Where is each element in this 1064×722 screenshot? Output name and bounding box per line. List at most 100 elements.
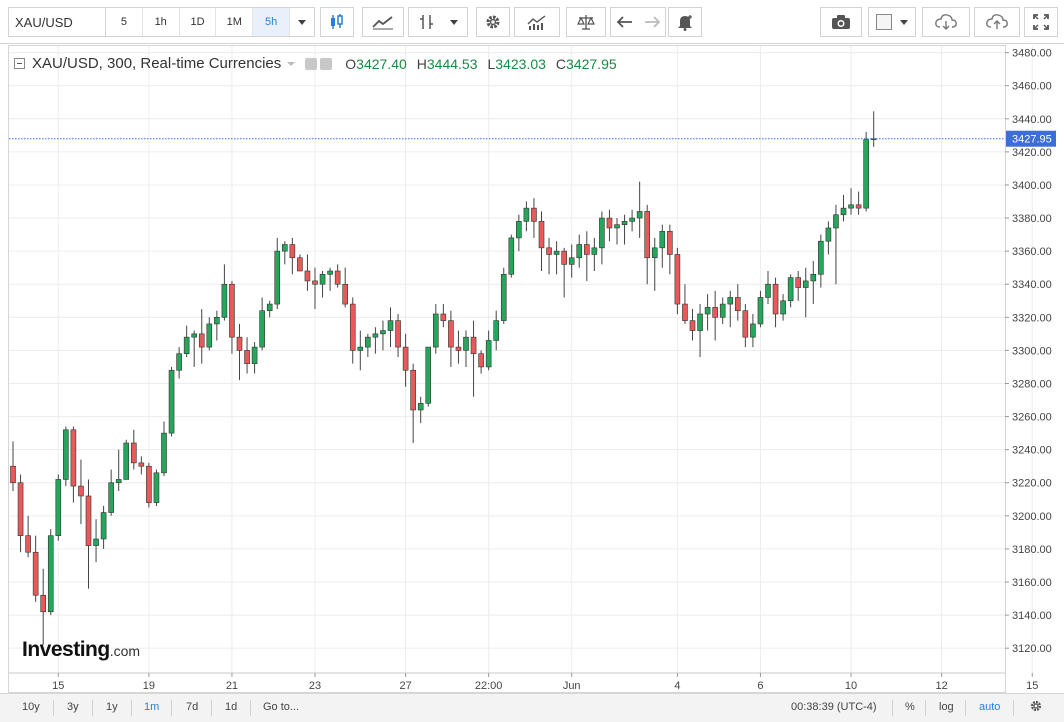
range-1y[interactable]: 1y: [106, 701, 118, 713]
line-chart-icon: [372, 16, 393, 30]
eye-icon[interactable]: [305, 57, 318, 70]
undo-button[interactable]: [616, 15, 633, 29]
candle-body: [667, 230, 673, 255]
timeframe-5[interactable]: 5: [106, 8, 143, 36]
range-7d[interactable]: 7d: [186, 701, 199, 713]
price-tick-label: 3140.00: [1012, 610, 1052, 622]
chevron-down-icon: [450, 19, 458, 25]
candle-body: [629, 217, 635, 222]
redo-button[interactable]: [644, 15, 660, 29]
price-tick-label: 3120.00: [1012, 643, 1052, 655]
candle-body: [63, 429, 69, 480]
redo-icon: [644, 16, 660, 28]
range-10y[interactable]: 10y: [22, 701, 40, 713]
price-tick-label: 3240.00: [1012, 445, 1052, 457]
candle-body: [274, 250, 281, 305]
price-axis[interactable]: 3120.00 3140.00 3160.00 3180.00 3200.00 3220.…: [9, 48, 1056, 656]
settings-button[interactable]: [476, 7, 510, 37]
candle-body: [108, 482, 114, 513]
timeframe-1h[interactable]: 1h: [143, 8, 180, 36]
compare-button[interactable]: [566, 7, 606, 37]
time-tick-label: 22:00: [475, 680, 503, 692]
collapse-legend-icon[interactable]: [14, 58, 25, 69]
candle-body: [319, 274, 326, 285]
chart-type-candles-button[interactable]: [320, 7, 354, 37]
candle-body: [168, 369, 175, 434]
last-price-badge: [1006, 130, 1056, 147]
legend-low: L3423.03: [487, 55, 546, 72]
time-tick-label: 10: [845, 680, 857, 692]
chart-settings-button[interactable]: [1029, 699, 1043, 716]
timeframe-1m[interactable]: 1M: [216, 8, 254, 36]
alert-button[interactable]: [668, 7, 702, 37]
candle-body: [342, 283, 349, 305]
time-tick-label: 19: [143, 680, 155, 692]
price-tick-label: 3380.00: [1012, 213, 1052, 225]
symbol-input[interactable]: XAU/USD: [8, 7, 110, 37]
studies-icon: [527, 15, 546, 30]
candle-body: [410, 369, 416, 411]
candle-body: [546, 247, 552, 255]
goto-date-button[interactable]: Go to...: [263, 701, 300, 713]
divider: [925, 700, 926, 716]
range-1d[interactable]: 1d: [225, 701, 238, 713]
price-tick-label: 3360.00: [1012, 246, 1052, 258]
color-picker-button[interactable]: [868, 7, 916, 37]
candle-body: [47, 535, 54, 613]
timeframe-dropdown-button[interactable]: [290, 8, 314, 36]
price-tick-label: 3420.00: [1012, 147, 1052, 159]
candle-body: [55, 479, 62, 536]
candle-body: [25, 535, 31, 553]
candle-body: [214, 317, 220, 325]
gear-icon: [1030, 700, 1042, 712]
bottom-bar: 10y 3y 1y 1m 7d 1d Go to... 00:38:39 (UT…: [0, 693, 1064, 722]
timeframe-1d[interactable]: 1D: [180, 8, 217, 36]
range-3y[interactable]: 3y: [67, 701, 79, 713]
candle-body: [704, 307, 711, 315]
studies-button[interactable]: [514, 7, 560, 37]
candle-body: [183, 336, 190, 355]
candle-body: [425, 346, 432, 404]
chevron-down-icon[interactable]: [287, 61, 296, 66]
candle-body: [727, 297, 734, 305]
chart-frame: [8, 45, 1006, 693]
legend-title: XAU/USD, 300, Real-time Currencies: [32, 55, 282, 72]
candle-body: [591, 247, 598, 255]
indicators-button[interactable]: [408, 7, 468, 37]
candle-body: [848, 204, 854, 209]
candle-body: [93, 538, 99, 546]
price-tick-label: 3320.00: [1012, 312, 1052, 324]
candle-body: [674, 254, 681, 305]
candle-body: [463, 336, 469, 351]
time-axis: 15 19 21 23 27 22:00 Jun 4 6 10 12 15: [9, 672, 1038, 692]
candle-body: [281, 244, 288, 252]
candle-body: [440, 313, 447, 321]
candle-body: [531, 207, 537, 222]
time-tick-label: 4: [674, 680, 680, 692]
price-chart[interactable]: 15 19 21 23 27 22:00 Jun 4 6 10 12 15 3120.00 3140.0…: [0, 0, 1064, 693]
screenshot-button[interactable]: [820, 7, 862, 37]
fullscreen-button[interactable]: [1024, 7, 1058, 37]
percent-scale-toggle[interactable]: %: [905, 701, 915, 713]
price-tick-label: 3340.00: [1012, 279, 1052, 291]
candle-body: [599, 217, 605, 249]
candle-body: [131, 442, 137, 464]
gear-icon[interactable]: [320, 57, 333, 70]
auto-scale-toggle[interactable]: auto: [979, 701, 1001, 713]
candle-body: [191, 333, 197, 338]
camera-icon: [832, 15, 850, 29]
candle-body: [176, 353, 182, 371]
candle-body: [742, 310, 749, 338]
candle-body: [365, 336, 371, 348]
range-1m[interactable]: 1m: [144, 701, 160, 713]
save-chart-button[interactable]: [974, 7, 1020, 37]
candle-body: [432, 313, 439, 348]
divider: [892, 700, 893, 716]
timeframe-5h[interactable]: 5h: [253, 8, 290, 36]
chart-type-line-button[interactable]: [362, 7, 404, 37]
price-tick-label: 3180.00: [1012, 544, 1052, 556]
legend-close: C3427.95: [555, 55, 617, 72]
load-chart-button[interactable]: [922, 7, 970, 37]
chevron-down-icon: [900, 19, 908, 25]
log-scale-toggle[interactable]: log: [939, 701, 954, 713]
